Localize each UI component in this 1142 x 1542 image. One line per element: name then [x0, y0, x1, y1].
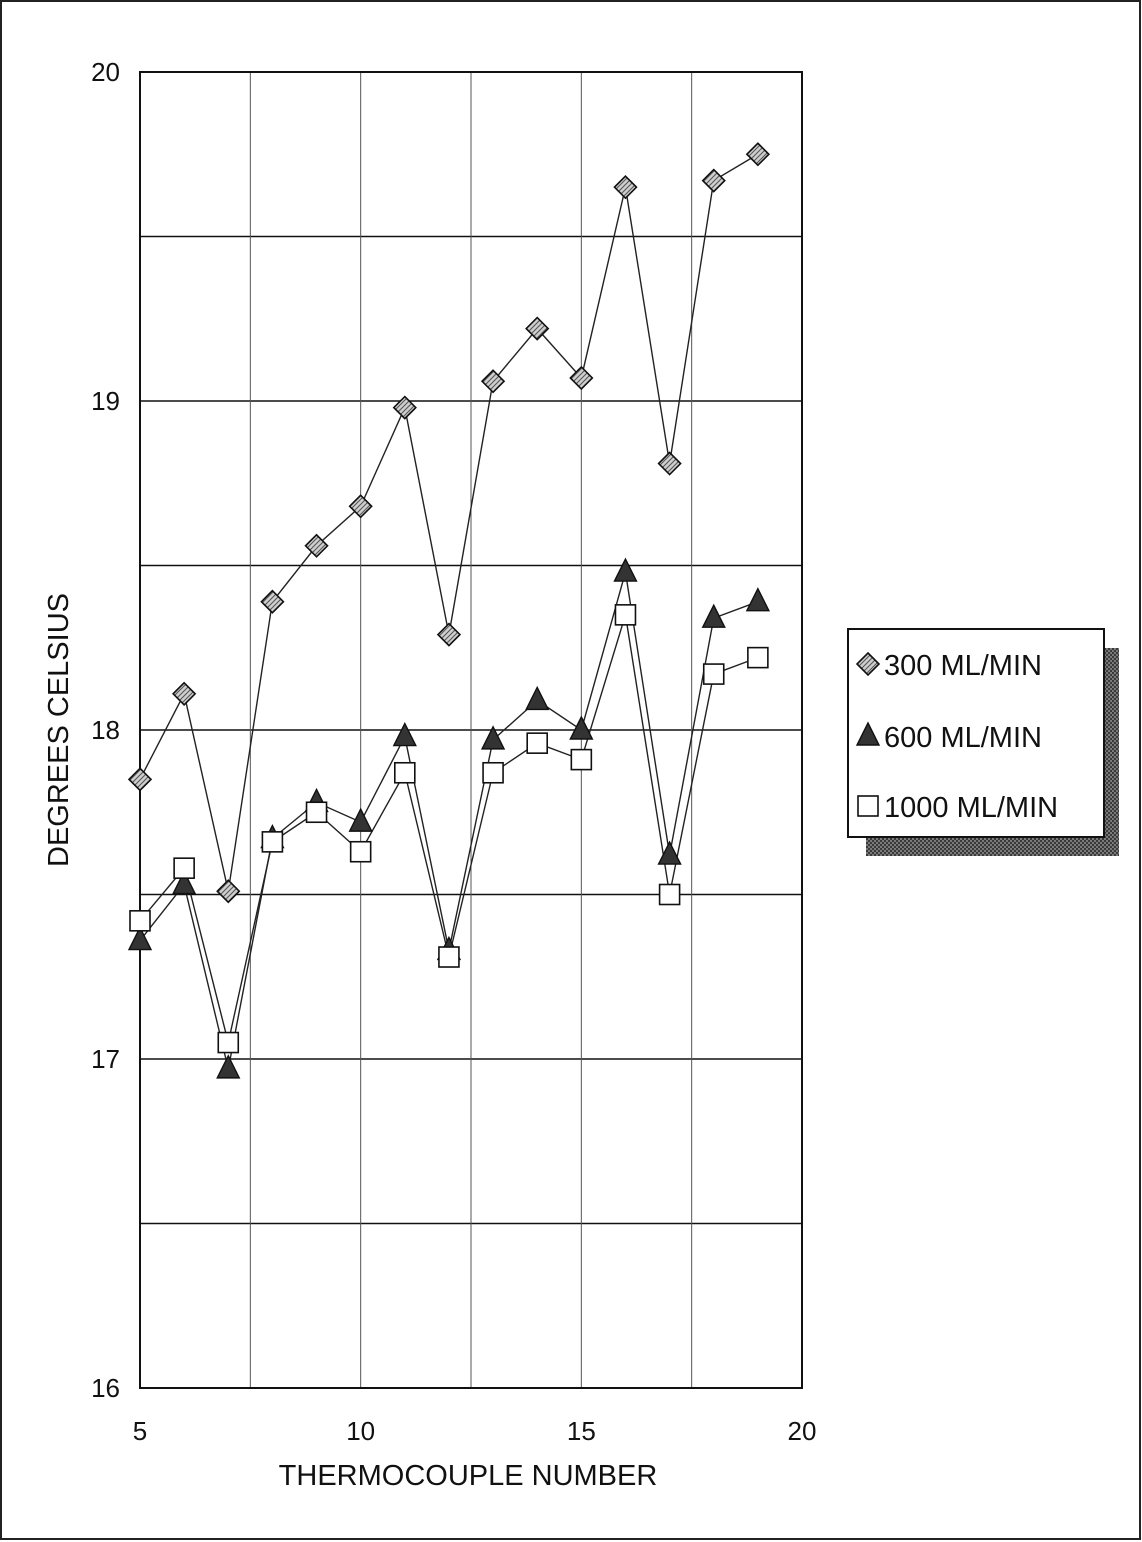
data-point-triangle	[216, 1054, 241, 1079]
data-point-square	[747, 646, 769, 669]
data-point-triangle	[525, 685, 550, 711]
x-axis-title: THERMOCOUPLE NUMBER	[279, 1460, 658, 1492]
legend-marker-triangle	[855, 721, 881, 746]
series-lines	[139, 153, 759, 1070]
data-point-diamond	[127, 767, 153, 792]
legend-label: 1000 ML/MIN	[884, 792, 1058, 824]
data-point-diamond	[701, 168, 726, 193]
data-point-triangle	[657, 840, 682, 865]
data-point-triangle	[613, 557, 638, 582]
data-point-square	[393, 761, 416, 784]
data-point-square	[526, 732, 549, 754]
x-tick-label: 15	[567, 1416, 596, 1446]
data-point-diamond	[436, 622, 462, 647]
series-line-diamond	[139, 153, 759, 892]
data-point-triangle	[392, 722, 417, 747]
data-point-square	[658, 883, 681, 906]
data-point-triangle	[127, 925, 153, 951]
data-point-diamond	[525, 316, 550, 341]
data-point-square	[261, 831, 284, 853]
y-tick-label: 18	[91, 715, 120, 745]
data-point-square	[570, 748, 593, 771]
data-markers	[127, 142, 770, 1079]
data-point-diamond	[172, 681, 197, 706]
data-point-square	[702, 663, 725, 685]
data-point-diamond	[392, 395, 417, 420]
data-point-diamond	[260, 589, 285, 614]
legend-label: 300 ML/MIN	[884, 650, 1042, 682]
y-tick-labels: 16 17 18 19 20	[91, 57, 120, 1403]
data-point-triangle	[348, 807, 373, 832]
x-tick-label: 5	[133, 1416, 147, 1446]
data-point-square	[438, 946, 460, 968]
data-point-square	[305, 801, 328, 824]
x-tick-labels: 5 10 15 20	[133, 1416, 817, 1446]
data-point-triangle	[569, 715, 594, 740]
data-point-square	[217, 1031, 240, 1054]
legend-marker-square	[857, 795, 879, 817]
x-tick-label: 20	[788, 1416, 817, 1446]
data-point-diamond	[348, 494, 373, 519]
data-point-diamond	[613, 175, 638, 200]
data-point-square	[482, 761, 504, 784]
data-point-diamond	[569, 365, 594, 391]
data-point-square	[129, 910, 151, 932]
data-point-diamond	[480, 369, 506, 394]
y-axis-title: DEGREES CELSIUS	[43, 593, 75, 867]
legend-marker-diamond	[855, 651, 881, 677]
data-point-square	[349, 840, 372, 863]
data-point-triangle	[480, 725, 506, 750]
legend: 300 ML/MIN 600 ML/MIN 1000 ML/MIN	[847, 628, 1119, 856]
y-tick-label: 20	[91, 57, 120, 87]
data-point-triangle	[745, 587, 770, 612]
legend-box	[847, 628, 1105, 838]
data-point-triangle	[701, 603, 726, 628]
data-point-diamond	[745, 142, 770, 167]
data-point-square	[173, 857, 195, 879]
data-point-diamond	[657, 451, 682, 476]
data-point-square	[614, 604, 637, 626]
y-tick-label: 16	[91, 1373, 120, 1403]
data-point-diamond	[216, 879, 241, 904]
plot-area	[139, 71, 803, 1389]
x-tick-label: 10	[346, 1416, 375, 1446]
y-tick-label: 17	[91, 1044, 120, 1074]
data-point-diamond	[304, 533, 329, 558]
y-tick-label: 19	[91, 386, 120, 416]
legend-label: 600 ML/MIN	[884, 722, 1042, 754]
data-point-triangle	[172, 870, 197, 895]
